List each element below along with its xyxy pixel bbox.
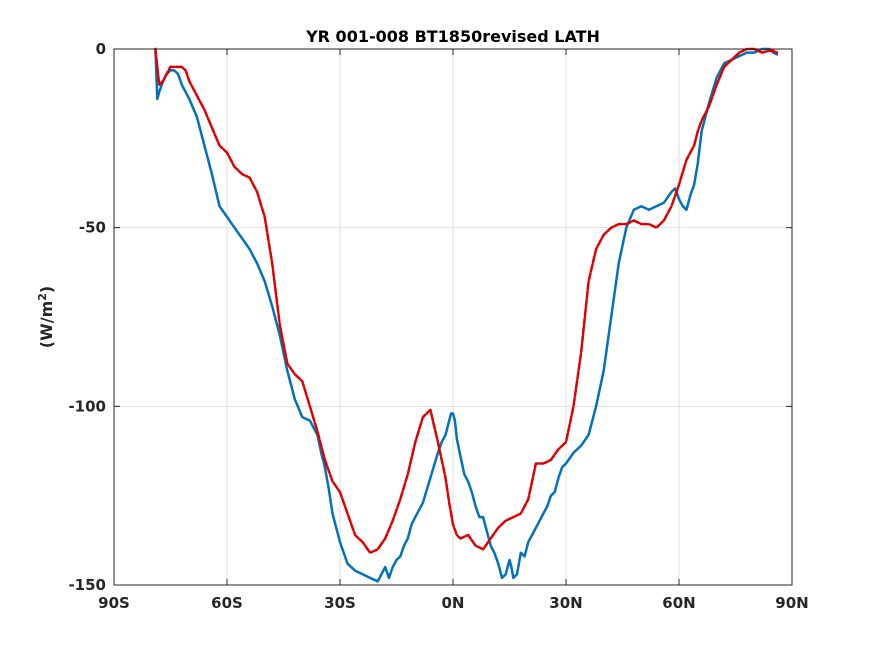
axis-ticks: 90S 60S 30S 0N 30N 60N 90N 0 -50 -100 -150 — [68, 40, 808, 612]
x-tick-label: 60N — [662, 594, 695, 612]
series-line-2 — [154, 47, 779, 555]
x-tick-label: 30N — [549, 594, 582, 612]
x-tick-label: 0N — [442, 594, 465, 612]
y-axis-label-main: (W/m — [37, 301, 56, 348]
y-tick-label: -100 — [68, 397, 106, 415]
x-tick-label: 60S — [211, 594, 243, 612]
y-tick-label: -150 — [68, 576, 106, 594]
x-tick-label: 90S — [98, 594, 130, 612]
y-axis-label-close: ) — [37, 286, 56, 293]
x-tick-label: 30S — [324, 594, 356, 612]
chart-title: YR 001-008 BT1850revised LATH — [305, 27, 600, 46]
series-lines — [154, 47, 779, 583]
y-tick-label: 0 — [96, 40, 106, 58]
series-line-1 — [154, 47, 779, 583]
y-axis-label: (W/m2) — [36, 286, 57, 348]
y-tick-label: -50 — [79, 219, 106, 237]
y-axis-label-superscript: 2 — [36, 293, 49, 301]
x-tick-label: 90N — [775, 594, 808, 612]
